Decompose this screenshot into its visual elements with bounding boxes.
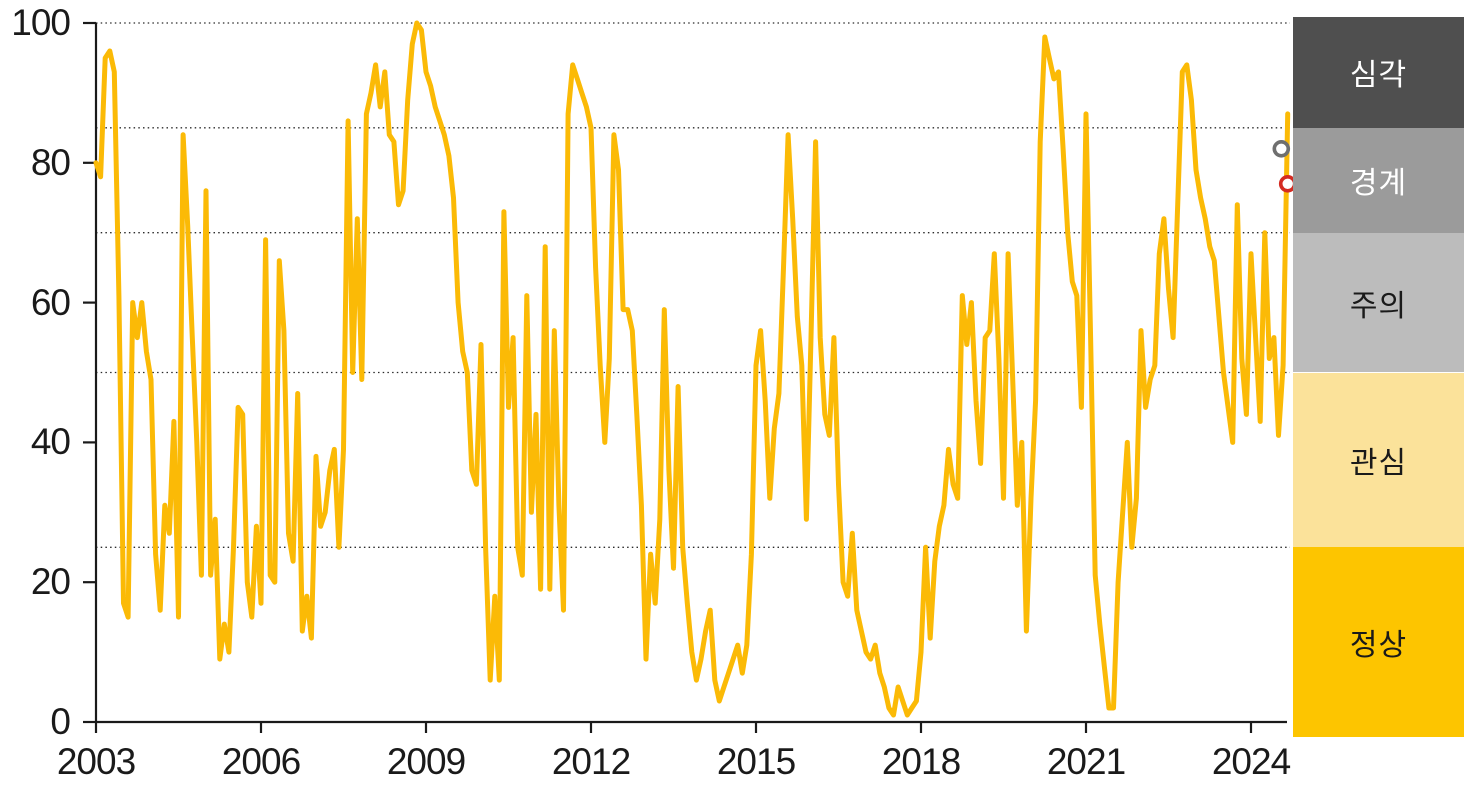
y-axis-label-60: 60 — [30, 281, 71, 323]
legend-band-2: 주의 — [1293, 232, 1464, 373]
x-axis-label-2009: 2009 — [386, 741, 466, 782]
legend-band-label: 경계 — [1349, 167, 1408, 201]
legend-band-label: 심각 — [1349, 59, 1408, 93]
legend-band-label: 정상 — [1349, 629, 1408, 663]
legend-band-0: 심각 — [1293, 17, 1464, 128]
y-axis-label-20: 20 — [30, 561, 71, 603]
x-axis-label-2018: 2018 — [881, 741, 961, 782]
y-axis-label-40: 40 — [30, 421, 71, 463]
x-axis-label-2006: 2006 — [221, 741, 301, 782]
x-axis-label-2021: 2021 — [1046, 741, 1126, 782]
y-axis-label-80: 80 — [30, 141, 71, 183]
legend-band-1: 경계 — [1293, 127, 1464, 233]
y-axis-label-100: 100 — [11, 2, 71, 43]
x-axis-label-2024: 2024 — [1211, 741, 1291, 782]
x-axis-label-2003: 2003 — [56, 741, 136, 782]
legend-band-4: 정상 — [1293, 547, 1464, 738]
stress-index-line — [93, 20, 1291, 718]
legend-band-label: 관심 — [1349, 446, 1408, 480]
x-axis-label-2012: 2012 — [551, 741, 631, 782]
legend-band-3: 관심 — [1293, 372, 1464, 548]
legend-band-label: 주의 — [1349, 289, 1408, 323]
y-axis-label-0: 0 — [50, 701, 71, 742]
x-axis-label-2015: 2015 — [716, 741, 796, 782]
gray-circle-marker — [1272, 140, 1291, 158]
